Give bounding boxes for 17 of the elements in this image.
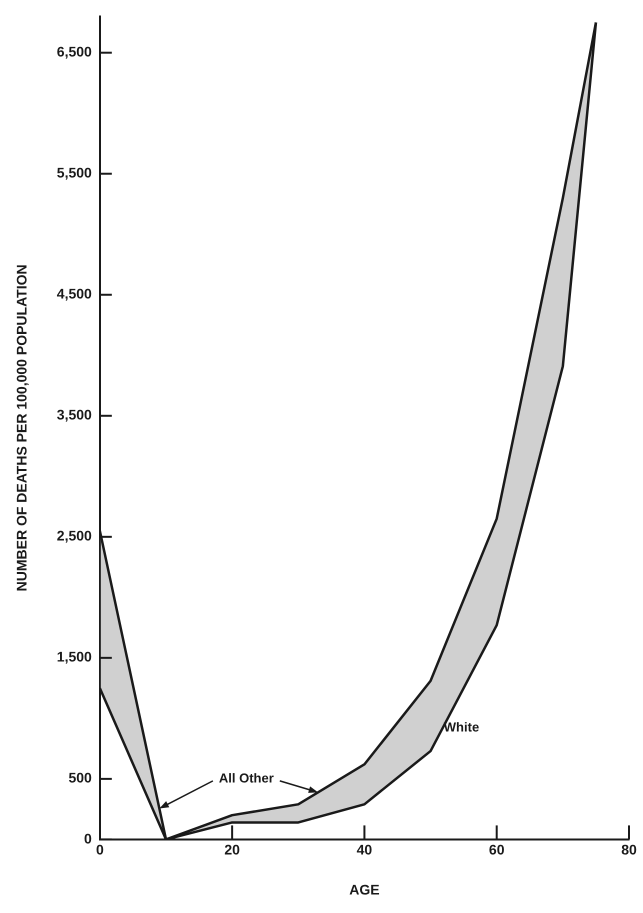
x-tick-label: 20: [224, 842, 240, 858]
x-tick-label: 60: [488, 842, 505, 858]
x-tick-label: 0: [96, 842, 104, 858]
annotation: All Other: [218, 770, 274, 786]
y-tick-label: 500: [68, 770, 92, 786]
y-tick-label: 2,500: [56, 528, 92, 544]
y-tick-label: 5,500: [56, 164, 92, 181]
x-tick-label: 80: [621, 842, 637, 858]
y-tick-label: 0: [84, 830, 92, 846]
x-axis-title: AGE: [349, 881, 380, 898]
y-axis-title: NUMBER OF DEATHS PER 100,000 POPULATION: [13, 264, 30, 592]
y-tick-label: 1,500: [56, 648, 92, 665]
x-tick-label: 40: [356, 842, 372, 858]
y-tick-label: 3,500: [56, 406, 92, 423]
y-tick-label: 6,500: [56, 44, 92, 60]
annotation: White: [444, 720, 480, 735]
y-tick-label: 4,500: [56, 286, 92, 302]
